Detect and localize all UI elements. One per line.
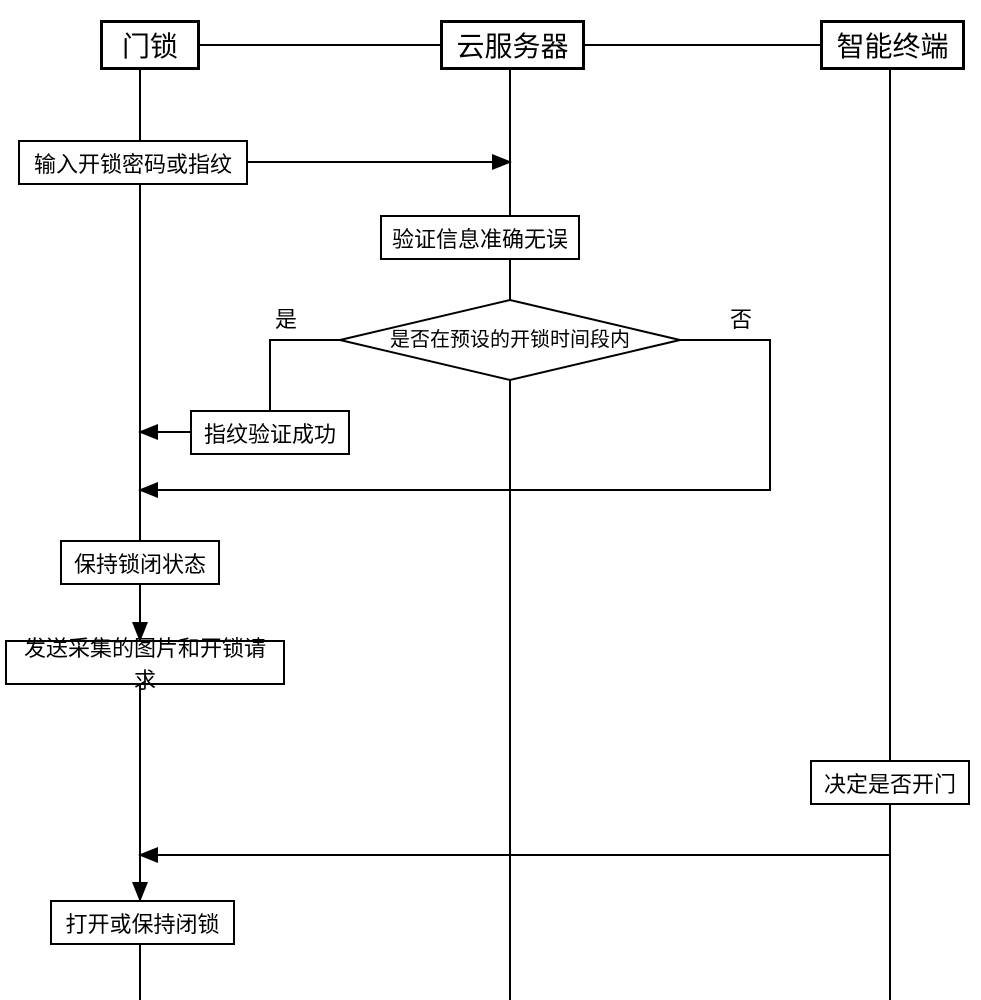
node-input-unlock: 输入开锁密码或指纹 (18, 140, 248, 185)
node-keep-locked-label: 保持锁闭状态 (74, 547, 206, 579)
node-keep-locked: 保持锁闭状态 (60, 540, 220, 585)
svg-text:是否在预设的开锁时间段内: 是否在预设的开锁时间段内 (390, 328, 630, 351)
node-fingerprint-success-label: 指纹验证成功 (204, 417, 336, 449)
lane-header-cloud-server: 云服务器 (440, 20, 585, 70)
label-yes-text: 是 (275, 307, 297, 332)
node-decide-open: 决定是否开门 (810, 760, 970, 805)
lane-header-smart-terminal: 智能终端 (820, 20, 965, 70)
lane-door-lock-label: 门锁 (122, 25, 178, 65)
node-decide-open-label: 决定是否开门 (824, 767, 956, 799)
label-no-text: 否 (730, 307, 752, 332)
node-verify-info-label: 验证信息准确无误 (392, 222, 568, 254)
label-yes: 是 (275, 302, 297, 334)
node-send-image-request: 发送采集的图片和开锁请求 (5, 640, 285, 685)
node-fingerprint-success: 指纹验证成功 (190, 410, 350, 455)
node-open-or-keep: 打开或保持闭锁 (50, 900, 235, 945)
lane-smart-terminal-label: 智能终端 (836, 25, 948, 65)
label-no: 否 (730, 302, 752, 334)
lane-header-door-lock: 门锁 (100, 20, 200, 70)
node-send-image-request-label: 发送采集的图片和开锁请求 (15, 631, 275, 695)
node-verify-info: 验证信息准确无误 (380, 215, 580, 260)
node-input-unlock-label: 输入开锁密码或指纹 (34, 147, 232, 179)
lane-cloud-server-label: 云服务器 (456, 25, 568, 65)
node-open-or-keep-label: 打开或保持闭锁 (65, 907, 219, 939)
